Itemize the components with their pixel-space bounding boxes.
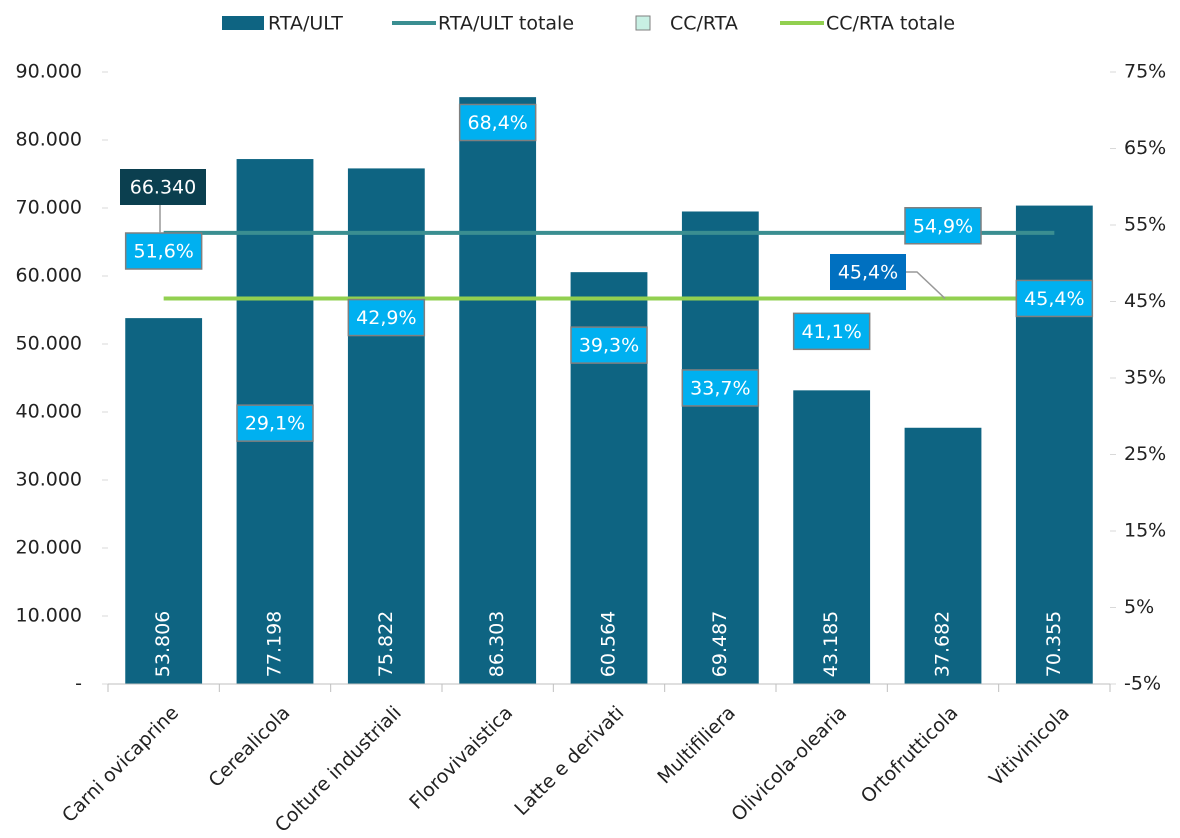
ratio-box [1015, 279, 1094, 318]
legend-swatch [222, 16, 264, 30]
ratio-label: 33,7% [690, 377, 750, 399]
bar-value-label: 69.487 [709, 611, 731, 677]
ratio-label: 29,1% [245, 413, 305, 435]
y2-tick-label: 25% [1124, 443, 1166, 465]
legend-label: CC/RTA [670, 13, 738, 35]
total-label: 66.340 [130, 177, 196, 199]
x-tick-label: Ortofrutticola [857, 702, 963, 808]
bar-value-label: 77.198 [264, 611, 286, 677]
ratio-box [792, 312, 871, 351]
y-tick-label: 10.000 [16, 605, 82, 627]
legend-swatch [635, 15, 651, 31]
ratio-box [458, 103, 537, 142]
y-tick-label: - [75, 673, 82, 695]
total-box [120, 169, 206, 205]
legend-label: RTA/ULT totale [438, 13, 574, 35]
ratio-label: 51,6% [133, 241, 193, 263]
bar [459, 97, 537, 685]
bar [793, 390, 871, 684]
y-tick-label: 30.000 [16, 469, 82, 491]
y2-tick-label: 45% [1124, 290, 1166, 312]
bar [681, 211, 759, 684]
y2-tick-label: 5% [1124, 596, 1154, 618]
total-label: 45,4% [838, 262, 898, 284]
ratio-box [347, 298, 426, 337]
bar-value-label: 60.564 [598, 611, 620, 677]
y2-tick-label: 35% [1124, 367, 1166, 389]
x-tick-label: Multifiliera [653, 702, 739, 788]
y-tick-label: 50.000 [16, 333, 82, 355]
y2-tick-label: 75% [1124, 61, 1166, 83]
ratio-label: 45,4% [1024, 288, 1084, 310]
y2-tick-label: 65% [1124, 137, 1166, 159]
bar-value-label: 53.806 [152, 611, 174, 677]
ratio-label: 42,9% [356, 307, 416, 329]
bar-value-label: 37.682 [932, 611, 954, 677]
x-tick-label: Latte e derivati [510, 702, 628, 820]
bar-value-label: 43.185 [820, 611, 842, 677]
ratio-box [681, 369, 760, 407]
x-tick-label: Olivicola-olearia [727, 702, 851, 826]
bar-value-label: 75.822 [375, 611, 397, 677]
ratio-label: 68,4% [467, 112, 527, 134]
y-tick-label: 40.000 [16, 401, 82, 423]
y-tick-label: 90.000 [16, 61, 82, 83]
ratio-label: 39,3% [579, 335, 639, 357]
x-tick-label: Vitivinicola [985, 702, 1074, 791]
y-tick-label: 70.000 [16, 197, 82, 219]
total-box [830, 254, 906, 290]
ratio-box [236, 404, 314, 442]
x-tick-label: Cerealicola [204, 702, 294, 792]
y-tick-label: 60.000 [16, 265, 82, 287]
ratio-box [124, 232, 203, 270]
y-tick-label: 80.000 [16, 129, 82, 151]
y2-tick-label: -5% [1124, 673, 1161, 695]
ratio-label: 41,1% [801, 321, 861, 343]
bar [125, 318, 203, 684]
ratio-box [570, 326, 648, 364]
x-tick-label: Florovivaistica [405, 702, 517, 814]
bar [347, 168, 425, 684]
bar-value-label: 86.303 [486, 611, 508, 677]
x-tick-label: Colture industriali [271, 702, 406, 837]
y-tick-label: 20.000 [16, 537, 82, 559]
ratio-label: 54,9% [913, 215, 973, 237]
ratio-box [904, 207, 982, 245]
bar-value-label: 70.355 [1043, 611, 1065, 677]
legend-label: CC/RTA totale [826, 13, 955, 35]
y2-tick-label: 15% [1124, 520, 1166, 542]
bar [904, 427, 982, 684]
legend-label: RTA/ULT [268, 13, 343, 35]
y2-tick-label: 55% [1124, 214, 1166, 236]
x-tick-label: Carni ovicaprine [58, 702, 183, 827]
leader-line [906, 271, 946, 299]
